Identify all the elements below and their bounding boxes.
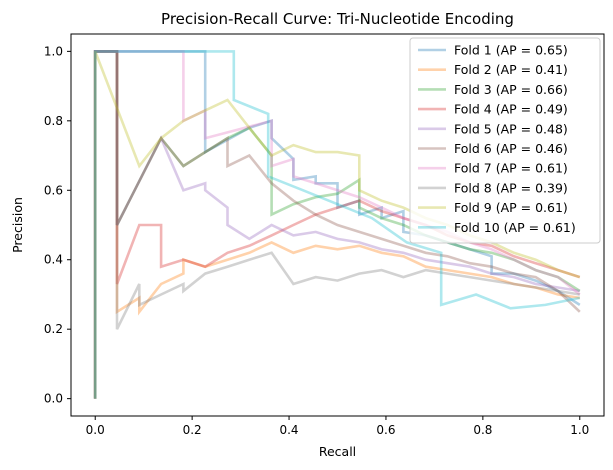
legend-box (409, 37, 601, 244)
legend-entry-label: Fold 8 (AP = 0.39) (454, 180, 568, 195)
y-tick-label: 1.0 (44, 44, 63, 58)
x-axis-label: Recall (319, 444, 356, 459)
series-line-fold-3 (93, 50, 581, 399)
legend-entry-label: Fold 4 (AP = 0.49) (454, 102, 568, 117)
legend: Fold 1 (AP = 0.65) Fold 2 (AP = 0.41) Fold… (409, 37, 601, 244)
chart-title: Precision-Recall Curve: Tri-Nucleotide E… (161, 10, 514, 28)
series-line-fold-2 (93, 50, 581, 399)
legend-entry-label: Fold 3 (AP = 0.66) (454, 82, 568, 97)
series-line-fold-6 (93, 50, 581, 399)
series-line-fold-7 (93, 50, 581, 399)
series-line-fold-10 (93, 50, 581, 399)
axes: 0.0 0.2 0.4 0.6 0.8 1.0 0.0 0.2 0.4 0.6 0.8 1.0 (44, 44, 589, 437)
series-line-fold-1 (93, 50, 581, 399)
legend-entry-label: Fold 10 (AP = 0.61) (454, 220, 576, 235)
y-tick-label: 0.8 (44, 114, 63, 128)
plot-frame (70, 33, 605, 417)
y-tick-label: 0.0 (44, 392, 63, 406)
series-line-fold-8 (93, 50, 581, 399)
y-tick-label: 0.4 (44, 253, 63, 267)
legend-entry-label: Fold 7 (AP = 0.61) (454, 161, 568, 176)
x-tick-label: 1.0 (570, 423, 589, 437)
legend-entry-label: Fold 5 (AP = 0.48) (454, 121, 568, 136)
series-line-fold-5 (93, 50, 581, 399)
x-tick-label: 0.6 (376, 423, 395, 437)
x-tick-label: 0.0 (86, 423, 105, 437)
series-layer (93, 50, 581, 399)
series-line-fold-4 (93, 50, 581, 399)
x-tick-label: 0.8 (473, 423, 492, 437)
legend-entry-label: Fold 9 (AP = 0.61) (454, 200, 568, 215)
y-axis-label: Precision (10, 197, 25, 253)
y-tick-label: 0.2 (44, 322, 63, 336)
x-tick-label: 0.4 (279, 423, 298, 437)
y-tick-label: 0.6 (44, 183, 63, 197)
x-tick-label: 0.2 (183, 423, 202, 437)
legend-entry-label: Fold 6 (AP = 0.46) (454, 141, 568, 156)
legend-entry-label: Fold 2 (AP = 0.41) (454, 62, 568, 77)
legend-entry-label: Fold 1 (AP = 0.65) (454, 43, 568, 58)
series-line-fold-9 (93, 50, 581, 399)
